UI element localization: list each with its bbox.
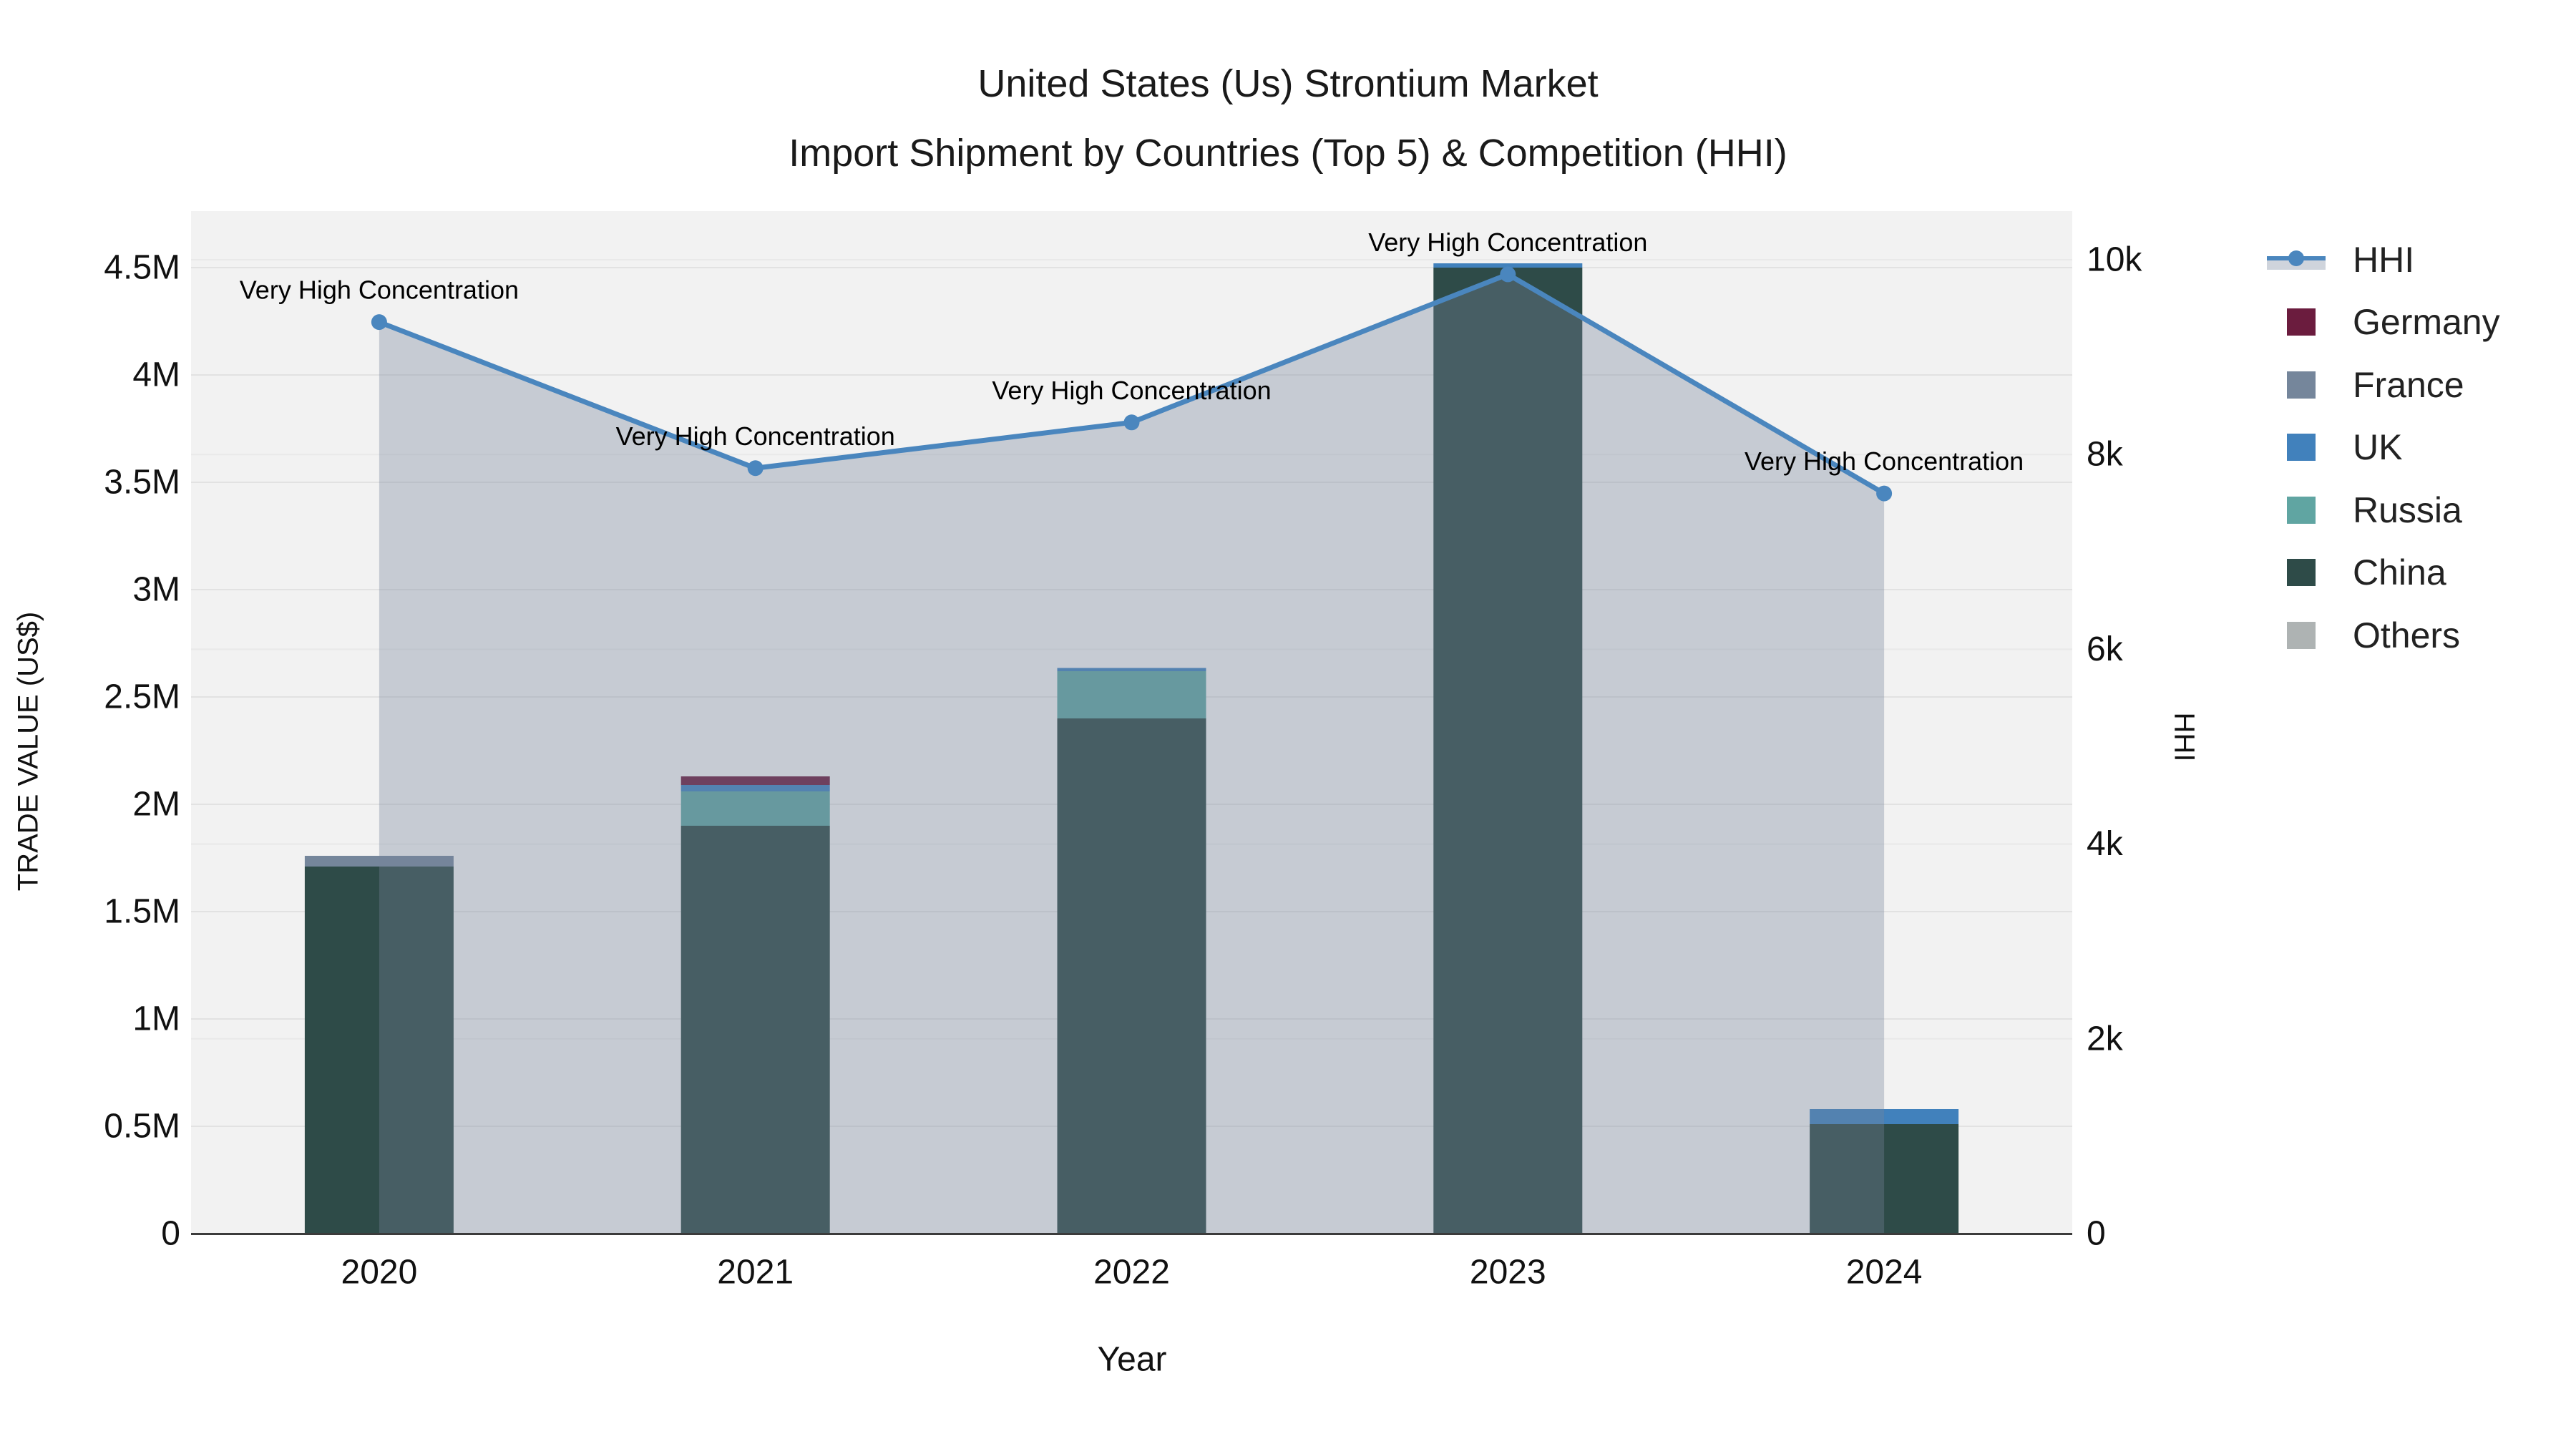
- bar-segment-china-2020[interactable]: [304, 867, 454, 1234]
- bar-segment-china-2023[interactable]: [1433, 268, 1583, 1234]
- x-tick-label-2022: 2022: [1093, 1254, 1170, 1292]
- annotation-2021: Very High Concentration: [616, 421, 895, 451]
- legend-swatch-china: [2287, 559, 2316, 586]
- legend-swatch-hhi: [2267, 246, 2326, 273]
- y-tick-label-left: 4M: [132, 356, 180, 394]
- x-tick-label-2023: 2023: [1470, 1254, 1546, 1292]
- legend-swatch-france: [2287, 371, 2316, 399]
- y-tick-label-left: 2.5M: [104, 678, 180, 716]
- y-tick-label-right: 8k: [2087, 436, 2124, 474]
- bar-segment-uk-2023[interactable]: [1433, 263, 1583, 268]
- legend-swatch-others: [2287, 622, 2316, 649]
- y-tick-label-left: 3.5M: [104, 464, 180, 502]
- bar-segment-uk-2022[interactable]: [1057, 668, 1206, 672]
- annotation-2020: Very High Concentration: [240, 275, 519, 305]
- bar-segment-uk-2024[interactable]: [1810, 1109, 1959, 1124]
- y-tick-label-left: 0.5M: [104, 1108, 180, 1146]
- x-tick-label-2021: 2021: [717, 1254, 794, 1292]
- legend-item-uk[interactable]: UK: [2267, 424, 2402, 470]
- legend-label-germany: Germany: [2353, 302, 2500, 342]
- legend-label-uk: UK: [2353, 427, 2403, 467]
- legend-item-france[interactable]: France: [2267, 362, 2464, 408]
- bar-segment-china-2021[interactable]: [680, 826, 830, 1234]
- hhi-marker-2024[interactable]: [1876, 485, 1893, 502]
- legend-label-others: Others: [2353, 615, 2461, 655]
- bar-segment-russia-2021[interactable]: [680, 791, 830, 826]
- y-tick-label-right: 4k: [2087, 825, 2124, 863]
- y-tick-label-right: 6k: [2087, 630, 2124, 668]
- hhi-marker-2023[interactable]: [1500, 266, 1516, 283]
- y-tick-label-left: 3M: [132, 571, 180, 609]
- legend-label-hhi: HHI: [2353, 240, 2415, 280]
- chart-title-line2: Import Shipment by Countries (Top 5) & C…: [789, 132, 1787, 175]
- x-axis-title: Year: [1097, 1340, 1167, 1379]
- legend-item-russia[interactable]: Russia: [2267, 487, 2462, 533]
- chart-title-line1: United States (Us) Strontium Market: [977, 62, 1599, 105]
- legend-item-others[interactable]: Others: [2267, 613, 2460, 658]
- annotation-2024: Very High Concentration: [1745, 447, 2024, 476]
- legend: HHI Germany France UK Russia China Others: [2267, 0, 2575, 1449]
- y-tick-label-left: 0: [161, 1215, 180, 1253]
- hhi-marker-2020[interactable]: [371, 314, 387, 331]
- bar-segment-uk-2021[interactable]: [680, 785, 830, 791]
- x-tick-label-2024: 2024: [1846, 1254, 1923, 1292]
- legend-swatch-uk: [2287, 434, 2316, 461]
- y-tick-label-left: 4.5M: [104, 249, 180, 287]
- legend-item-hhi[interactable]: HHI: [2267, 237, 2414, 283]
- legend-item-china[interactable]: China: [2267, 550, 2446, 595]
- hhi-marker-2022[interactable]: [1123, 414, 1140, 431]
- legend-item-germany[interactable]: Germany: [2267, 299, 2500, 345]
- bar-segment-china-2024[interactable]: [1810, 1124, 1959, 1234]
- hhi-marker-2021[interactable]: [747, 460, 763, 477]
- annotation-2022: Very High Concentration: [992, 376, 1271, 405]
- legend-swatch-germany: [2287, 308, 2316, 336]
- y-tick-label-left: 1M: [132, 1000, 180, 1038]
- bar-segment-china-2022[interactable]: [1057, 718, 1206, 1234]
- y-axis-title-left: TRADE VALUE (US$): [12, 611, 44, 892]
- legend-swatch-russia: [2287, 497, 2316, 524]
- y-tick-label-left: 1.5M: [104, 893, 180, 931]
- y-tick-label-right: 0: [2087, 1215, 2106, 1253]
- annotation-2023: Very High Concentration: [1368, 228, 1647, 257]
- y-axis-title-right: HHI: [2168, 712, 2200, 762]
- x-axis-line: [191, 1233, 2072, 1235]
- legend-label-france: France: [2353, 365, 2464, 405]
- bar-segment-france-2020[interactable]: [304, 856, 454, 867]
- legend-label-china: China: [2353, 552, 2446, 592]
- legend-label-russia: Russia: [2353, 490, 2462, 530]
- y-tick-label-left: 2M: [132, 786, 180, 824]
- bar-segment-russia-2022[interactable]: [1057, 671, 1206, 718]
- y-tick-label-right: 10k: [2087, 241, 2142, 279]
- hhi-area-fill: [379, 274, 1885, 1234]
- y-tick-label-right: 2k: [2087, 1020, 2124, 1058]
- x-tick-label-2020: 2020: [341, 1254, 418, 1292]
- bar-segment-germany-2021[interactable]: [680, 776, 830, 785]
